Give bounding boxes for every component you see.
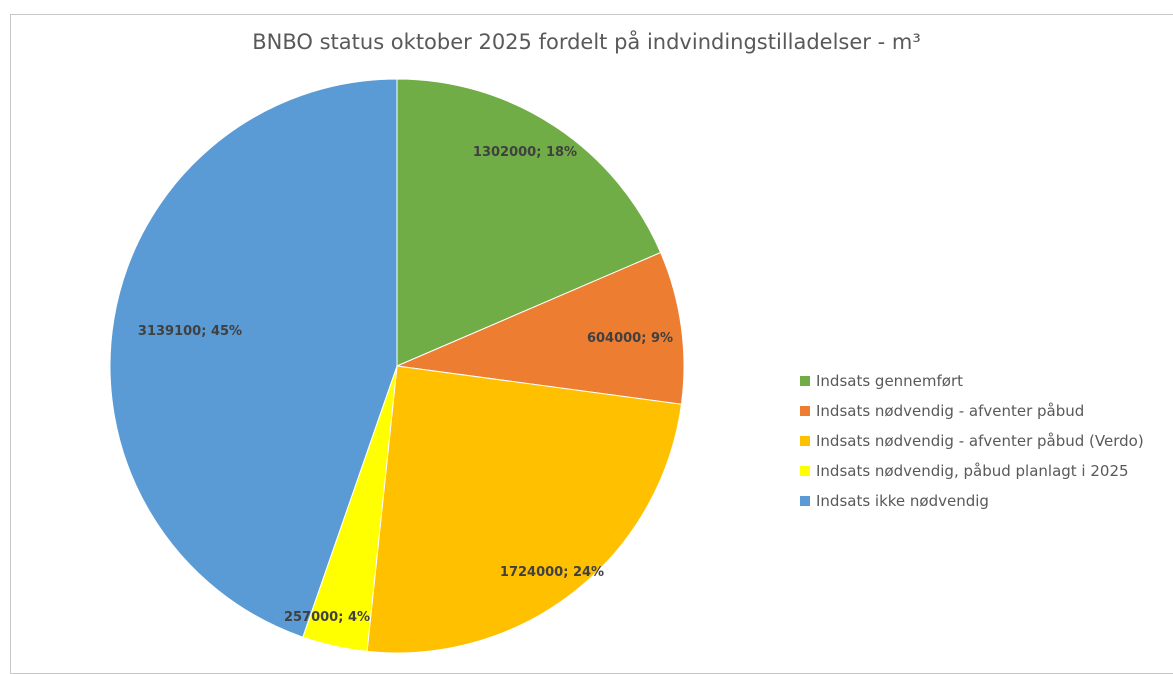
legend-swatch <box>800 496 810 506</box>
chart-title: BNBO status oktober 2025 fordelt på indv… <box>252 30 921 54</box>
chart-legend: Indsats gennemført Indsats nødvendig - af… <box>800 366 1144 516</box>
legend-item: Indsats nødvendig - afventer påbud <box>800 396 1144 426</box>
legend-label: Indsats ikke nødvendig <box>816 492 989 510</box>
legend-swatch <box>800 376 810 386</box>
legend-label: Indsats nødvendig - afventer påbud <box>816 402 1085 420</box>
legend-item: Indsats ikke nødvendig <box>800 486 1144 516</box>
slice-data-label: 3139100; 45% <box>138 324 242 339</box>
legend-label: Indsats nødvendig, påbud planlagt i 2025 <box>816 462 1129 480</box>
pie-slice <box>109 78 398 638</box>
legend-swatch <box>800 466 810 476</box>
legend-label: Indsats nødvendig - afventer påbud (Verd… <box>816 432 1144 450</box>
legend-label: Indsats gennemført <box>816 372 964 390</box>
legend-item: Indsats gennemført <box>800 366 1144 396</box>
legend-item: Indsats nødvendig, påbud planlagt i 2025 <box>800 456 1144 486</box>
pie-slice <box>366 365 683 654</box>
pie-slice <box>396 78 662 367</box>
slice-data-label: 1724000; 24% <box>500 565 604 580</box>
legend-swatch <box>800 406 810 416</box>
legend-swatch <box>800 436 810 446</box>
slice-data-label: 257000; 4% <box>284 610 370 625</box>
slice-data-label: 1302000; 18% <box>473 145 577 160</box>
legend-item: Indsats nødvendig - afventer påbud (Verd… <box>800 426 1144 456</box>
pie-slice <box>395 251 685 405</box>
slice-data-label: 604000; 9% <box>587 331 673 346</box>
